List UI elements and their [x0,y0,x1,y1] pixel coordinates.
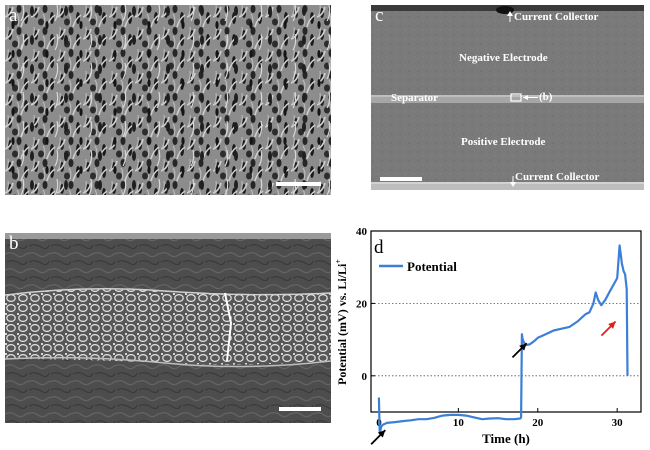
panel-c-scale-bar [380,177,422,181]
panel-d-label: d [374,237,384,258]
plot-frame [370,230,642,413]
black-arrow [511,342,528,358]
panel-a-scale-bar [276,182,321,186]
red-arrow [600,320,617,337]
panel-c-sem-image: c Current Collector Negative Electrode S… [371,5,644,190]
black-arrow [370,429,386,445]
panel-a-texture [5,5,331,195]
x-tick-label: 10 [453,417,465,429]
x-axis-label: Time (h) [482,431,530,446]
bottom-current-collector-label: Current Collector [515,171,600,183]
y-tick-label: 20 [356,298,368,310]
panel-a-sem-image: a [5,5,331,195]
y-axis-label: Potential (mV) vs. Li/Li+ [334,259,349,385]
panel-b-sem-image: b [5,233,331,423]
panel-b-texture [5,233,331,423]
panel-a-label: a [9,5,18,26]
positive-electrode-label: Positive Electrode [461,136,546,148]
legend-label: Potential [407,259,457,274]
panel-b-scale-bar [279,407,321,411]
y-tick-label: 0 [362,371,368,383]
y-tick-label: 40 [356,226,368,238]
marker-b-label: (b) [539,91,553,103]
chart-annotations [370,320,617,445]
separator-label: Separator [391,92,439,104]
x-tick-label: 20 [532,417,544,429]
panel-b-label: b [9,233,19,254]
panel-c-label: c [375,5,384,26]
panel-c-layers [371,5,644,190]
negative-electrode-label: Negative Electrode [459,52,548,64]
chart-grid [371,303,641,377]
top-current-collector-label: Current Collector [514,11,599,23]
x-tick-label: 30 [612,417,624,429]
